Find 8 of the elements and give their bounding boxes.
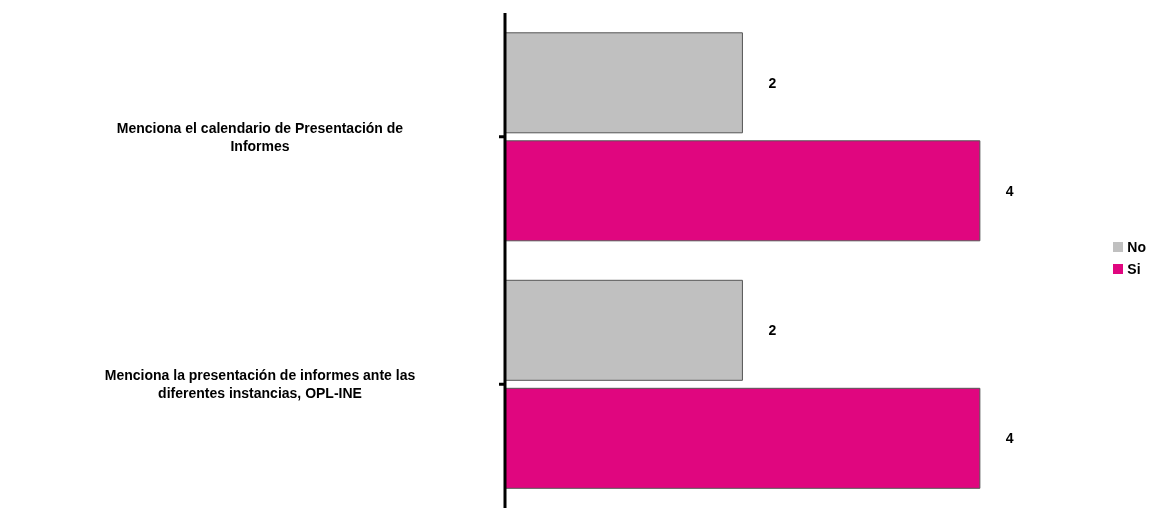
text: Si (1127, 260, 1141, 277)
data-label: 4 (1005, 182, 1014, 199)
y-tick-label: Menciona la presentación de informes ante las diferentes instancias, OPL-INE (104, 367, 416, 402)
y-tick-label: Menciona el calendario de Presentación de Informes (116, 119, 404, 154)
data-label: 4 (1005, 430, 1014, 447)
data-label: 2 (768, 74, 777, 91)
data-label: 2 (768, 322, 777, 339)
legend-label: No (1127, 238, 1146, 255)
